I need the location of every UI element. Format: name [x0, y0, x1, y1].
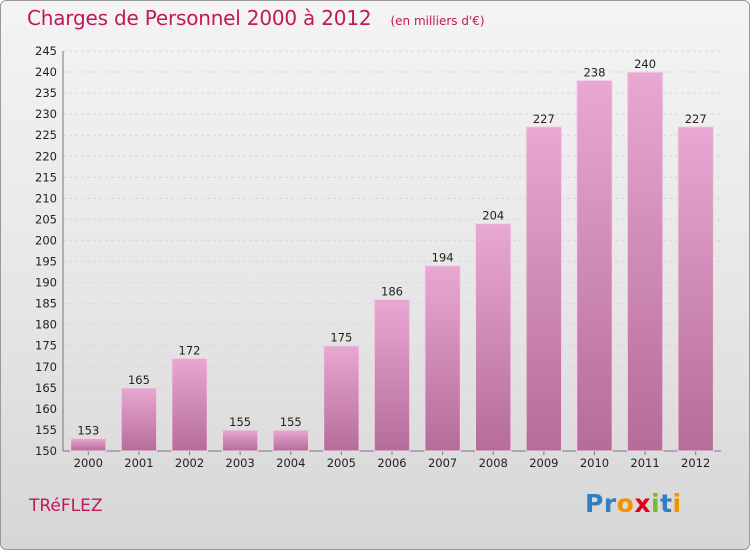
y-tick-label: 205	[35, 212, 57, 226]
bar	[626, 71, 664, 452]
y-tick-label: 235	[35, 86, 57, 100]
y-tick-label: 165	[35, 381, 57, 395]
x-tick-label: 2006	[377, 456, 406, 470]
y-tick-label: 215	[35, 170, 57, 184]
x-tick-label: 2003	[226, 456, 255, 470]
y-tick-label: 175	[35, 339, 57, 353]
y-tick-label: 200	[35, 233, 57, 247]
data-label: 227	[685, 112, 707, 126]
x-tick-label: 2002	[175, 456, 204, 470]
x-tick-label: 2012	[681, 456, 710, 470]
x-tick-label: 2004	[276, 456, 305, 470]
y-tick-label: 245	[35, 44, 57, 58]
x-tick-label: 2010	[580, 456, 609, 470]
bar	[70, 437, 107, 452]
logo-letter: r	[603, 489, 617, 518]
x-tick-label: 2001	[124, 456, 153, 470]
data-label: 227	[533, 112, 555, 126]
bar	[525, 126, 563, 452]
x-tick-label: 2008	[479, 456, 508, 470]
y-tick-label: 210	[35, 191, 57, 205]
y-tick-label: 230	[35, 107, 57, 121]
bars	[70, 71, 714, 452]
y-tick-label: 155	[35, 423, 57, 437]
data-label: 240	[634, 57, 656, 71]
logo-letter: i	[672, 489, 682, 518]
chart-header: Charges de Personnel 2000 à 2012 (en mil…	[27, 6, 485, 30]
logo-letter: i	[651, 489, 661, 518]
bar	[272, 429, 309, 452]
data-label: 175	[330, 331, 352, 345]
chart-subtitle: (en milliers d'€)	[390, 14, 485, 28]
x-tick-label: 2011	[630, 456, 659, 470]
bar	[221, 429, 259, 452]
data-label: 165	[128, 373, 150, 387]
logo-letter: o	[616, 489, 635, 518]
bar	[475, 223, 512, 452]
chart-title: Charges de Personnel 2000 à 2012	[27, 6, 372, 30]
bar	[576, 79, 613, 452]
y-tick-label: 185	[35, 297, 57, 311]
y-tick-label: 160	[35, 402, 57, 416]
data-label: 238	[583, 65, 605, 79]
logo-letter: P	[585, 489, 604, 518]
data-label: 186	[381, 284, 403, 298]
data-label: 155	[280, 415, 302, 429]
logo-letter: t	[660, 489, 673, 518]
y-tick-label: 180	[35, 318, 57, 332]
bar	[171, 357, 208, 452]
town-name: TRéFLEZ	[29, 496, 103, 516]
y-tick-label: 220	[35, 149, 57, 163]
bar	[323, 345, 360, 452]
y-tick-label: 150	[35, 444, 57, 458]
y-tick-label: 240	[35, 65, 57, 79]
y-tick-label: 190	[35, 276, 57, 290]
data-label: 155	[229, 415, 251, 429]
bar	[120, 387, 158, 452]
labels: 150 155 160 165 170 175 180 185 190 195 200 205 210 2…	[35, 44, 710, 470]
x-tick-label: 2009	[529, 456, 558, 470]
data-label: 204	[482, 209, 504, 223]
x-tick-label: 2005	[327, 456, 356, 470]
x-tick-label: 2007	[428, 456, 457, 470]
data-label: 194	[432, 251, 454, 265]
logo-letter: x	[634, 489, 651, 518]
data-label: 172	[179, 343, 201, 357]
y-tick-label: 225	[35, 128, 57, 142]
bar	[373, 298, 411, 452]
x-tick-label: 2000	[74, 456, 103, 470]
y-tick-label: 170	[35, 360, 57, 374]
data-label: 153	[77, 423, 99, 437]
bar	[424, 265, 461, 452]
proxiti-logo[interactable]: Proxiti	[585, 489, 682, 518]
bar	[677, 126, 714, 452]
y-tick-label: 195	[35, 255, 57, 269]
